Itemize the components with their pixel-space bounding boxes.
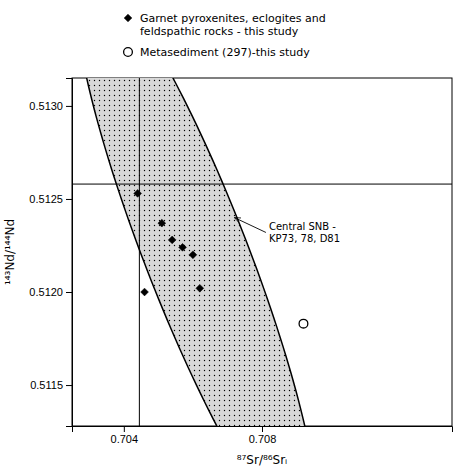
x-axis-tick-mark — [124, 426, 125, 432]
legend-symbol — [124, 48, 133, 57]
y-axis-tick: 0.5115 — [30, 379, 72, 391]
point — [141, 288, 149, 296]
point — [179, 243, 187, 251]
ellipse — [76, 78, 317, 426]
point — [134, 190, 142, 198]
point — [168, 236, 176, 244]
marks — [72, 78, 452, 426]
x-axis-tick-mark — [262, 426, 263, 432]
reference-line — [72, 184, 452, 185]
legend-label: Metasediment (297)-this study — [140, 46, 310, 59]
y-axis-tick-label: 0.5115 — [30, 379, 63, 391]
x-axis-tick-label: 0.704 — [111, 433, 139, 445]
point — [299, 319, 308, 328]
chart: 0.704 0.708 0.5115 0.5120 0.5125 0.5130 ⁸⁷Sr/⁸… — [0, 0, 474, 474]
legend-symbol — [124, 14, 132, 22]
annotation: Central SNB -KP73, 78, D81 — [269, 221, 340, 244]
y-axis: 0.5115 0.5120 0.5125 0.5130 — [29, 79, 72, 427]
point — [189, 251, 197, 259]
y-axis-tick-mark — [66, 385, 72, 386]
legend-label: Garnet pyroxenites, eclogites andfeldspa… — [140, 12, 326, 38]
point — [196, 284, 204, 292]
y-axis-tick-mark — [66, 199, 72, 200]
annotation-arrow — [234, 218, 266, 233]
point — [158, 219, 166, 227]
y-axis-tick-mark — [66, 292, 72, 293]
x-axis-tick: 0.704 — [111, 426, 139, 445]
y-axis-tick: 0.5120 — [29, 286, 72, 298]
series — [134, 190, 204, 296]
x-axis: 0.704 0.708 — [73, 426, 453, 445]
y-axis-line — [66, 79, 73, 427]
x-axis-tick: 0.708 — [249, 426, 277, 445]
x-axis-title: ⁸⁷Sr/⁸⁶Srᵢ — [237, 453, 288, 467]
legend-item: Garnet pyroxenites, eclogites andfeldspa… — [124, 12, 326, 38]
ellipse-fill — [76, 78, 317, 426]
series — [299, 319, 308, 328]
legend: Garnet pyroxenites, eclogites andfeldspa… — [124, 12, 326, 59]
x-axis-tick-label: 0.708 — [249, 433, 277, 445]
y-axis-tick-label: 0.5120 — [29, 286, 63, 298]
plot-area: 0.704 0.708 0.5115 0.5120 0.5125 0.5130 ⁸⁷Sr/⁸… — [3, 0, 453, 474]
y-axis-tick: 0.5125 — [29, 193, 72, 205]
legend-item: Metasediment (297)-this study — [124, 46, 311, 59]
y-axis-title: ¹⁴³Nd/¹⁴⁴Nd — [3, 219, 17, 285]
y-axis-tick-mark — [66, 106, 72, 107]
y-axis-tick: 0.5130 — [29, 100, 72, 112]
y-axis-tick-label: 0.5125 — [29, 193, 63, 205]
x-axis-line — [73, 427, 453, 433]
y-axis-tick-label: 0.5130 — [29, 100, 63, 112]
reference-line — [139, 78, 140, 426]
